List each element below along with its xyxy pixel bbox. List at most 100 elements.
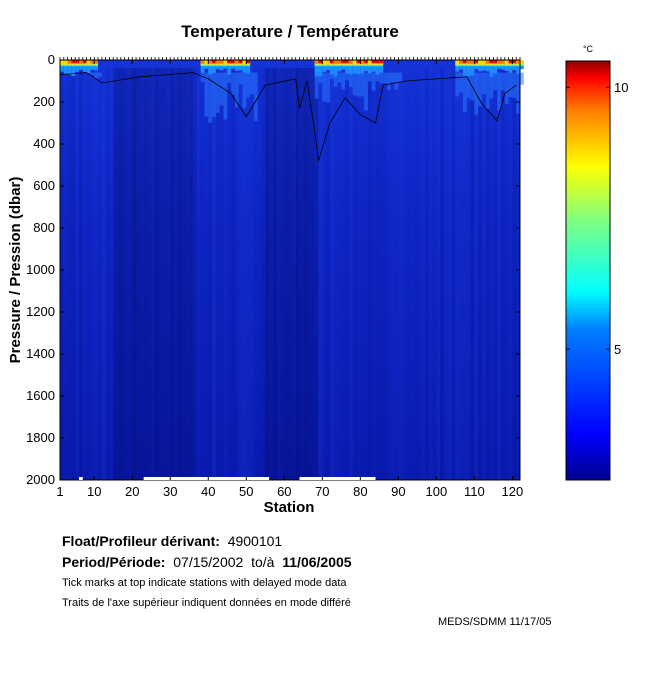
temperature-column <box>71 68 76 480</box>
intrusion-cell <box>520 72 524 85</box>
temperature-column <box>500 68 505 480</box>
temperature-column <box>219 68 224 480</box>
temperature-column <box>310 68 315 480</box>
temperature-column <box>497 68 501 480</box>
temperature-column <box>113 68 118 480</box>
missing-data-markers <box>79 477 376 480</box>
surface-cell <box>489 60 494 63</box>
y-tick-label: 1400 <box>26 346 55 361</box>
x-axis-label: Station <box>264 499 315 516</box>
colorbar-ticks: 5 10 <box>566 80 628 357</box>
temperature-column <box>345 68 349 480</box>
period-start: 07/15/2002 <box>173 554 244 570</box>
temperature-columns <box>60 68 517 480</box>
temperature-column <box>109 68 113 480</box>
surface-cell <box>63 60 68 65</box>
temperature-column <box>158 68 163 480</box>
temperature-column <box>387 68 391 480</box>
surface-cell <box>208 60 213 64</box>
surface-cell <box>462 60 467 63</box>
delayed-mode-ticks <box>59 57 521 60</box>
surface-cell <box>333 60 338 77</box>
surface-cell <box>489 60 494 77</box>
intrusion-cell <box>356 72 361 97</box>
temperature-column <box>151 68 156 480</box>
temperature-column <box>94 68 99 480</box>
surface-cell <box>215 60 220 64</box>
surface-cell <box>508 60 513 63</box>
temperature-column <box>75 68 80 480</box>
note-english: Tick marks at top indicate stations with… <box>62 577 347 589</box>
temperature-column <box>189 68 194 480</box>
surface-cell <box>86 60 91 74</box>
surface-cell <box>204 60 209 65</box>
intrusion-cell <box>318 72 323 84</box>
surface-cell <box>352 60 357 65</box>
surface-cell <box>200 60 205 64</box>
surface-cell <box>231 60 235 63</box>
y-tick-label: 0 <box>48 52 55 67</box>
intrusion-cell <box>337 72 342 83</box>
surface-cell <box>364 60 368 63</box>
surface-cell <box>212 60 216 63</box>
temperature-column <box>155 68 159 480</box>
surface-cell <box>474 60 479 63</box>
temperature-column <box>428 68 433 480</box>
temperature-column <box>410 68 414 480</box>
surface-cell <box>516 60 520 74</box>
surface-cell <box>341 60 346 63</box>
temperature-column <box>177 68 182 480</box>
temperature-column <box>272 68 277 480</box>
surface-cell <box>79 60 83 64</box>
intrusion-cell <box>497 72 501 111</box>
surface-cell <box>493 60 498 74</box>
intrusion-cell <box>394 72 399 90</box>
colorbar-unit: °C <box>583 44 594 54</box>
temperature-column <box>60 68 64 480</box>
intrusion-cell <box>364 72 368 111</box>
temperature-column <box>269 68 273 480</box>
temperature-column <box>364 68 368 480</box>
surface-cell <box>360 60 365 64</box>
intrusion-cell <box>500 72 505 91</box>
x-tick-label: 20 <box>125 484 139 499</box>
temperature-column <box>352 68 357 480</box>
temperature-column <box>318 68 323 480</box>
surface-layer <box>60 60 524 123</box>
temperature-column <box>124 68 129 480</box>
surface-cell <box>337 60 342 64</box>
surface-cell <box>516 60 520 64</box>
intrusion-cell <box>360 72 365 97</box>
temperature-column <box>508 68 513 480</box>
intrusion-cell <box>352 72 357 96</box>
surface-cell <box>246 60 251 74</box>
surface-cell <box>462 60 467 77</box>
temperature-column <box>227 68 232 480</box>
temperature-column <box>223 68 228 480</box>
x-tick-label: 10 <box>87 484 101 499</box>
intrusion-cell <box>219 72 224 106</box>
y-tick-label: 1600 <box>26 388 55 403</box>
intrusion-cell <box>383 72 387 84</box>
temperature-column <box>170 68 175 480</box>
plot-area <box>59 57 524 481</box>
intrusion-cell <box>200 72 205 83</box>
intrusion-cell <box>478 72 482 107</box>
temperature-column <box>341 68 345 480</box>
temperature-column <box>356 68 361 480</box>
x-tick-label: 40 <box>201 484 215 499</box>
surface-cell <box>379 60 384 73</box>
temperature-column <box>322 68 326 480</box>
temperature-column <box>478 68 482 480</box>
temperature-column <box>181 68 186 480</box>
surface-cell <box>242 60 247 65</box>
temperature-column <box>234 68 239 480</box>
x-tick-label: 110 <box>464 484 485 499</box>
temperature-column <box>462 68 467 480</box>
surface-cell <box>459 60 463 64</box>
x-tick-label: 1 <box>56 484 63 499</box>
temperature-column <box>136 68 140 480</box>
temperature-column <box>139 68 144 480</box>
surface-cell <box>71 60 76 77</box>
intrusion-cell <box>253 72 258 121</box>
